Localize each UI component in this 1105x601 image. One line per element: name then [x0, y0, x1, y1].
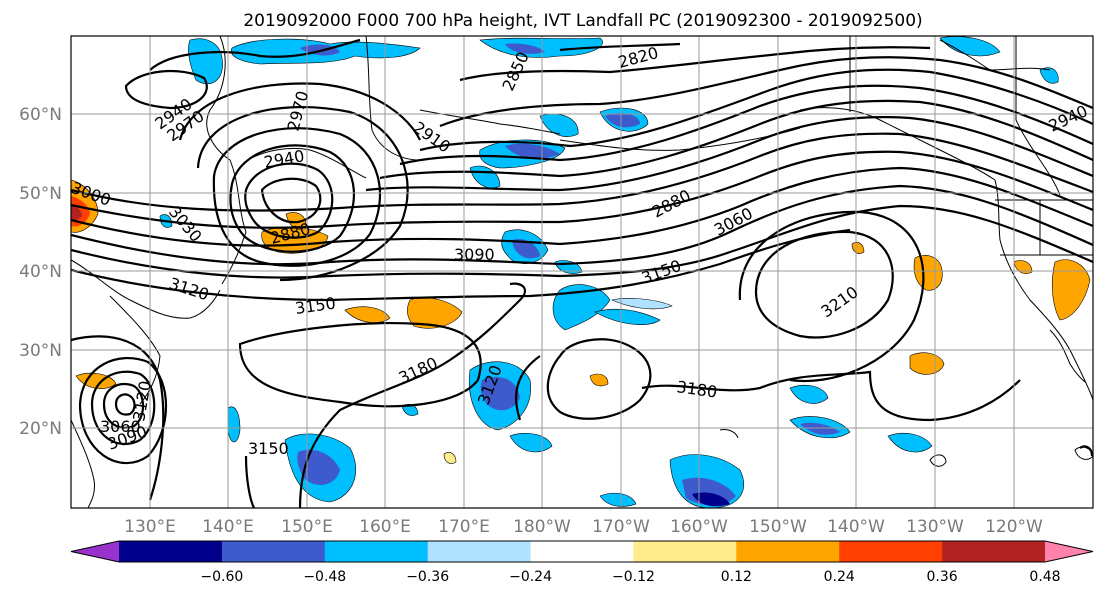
- colorbar-swatch: [530, 541, 634, 562]
- contour-labels: 2940 2970 2970 2910 2850 2820 2940 3000 …: [71, 43, 1091, 458]
- map-title: 2019092000 F000 700 hPa height, IVT Land…: [243, 11, 922, 31]
- lon-label: 120°W: [985, 517, 1043, 537]
- colorbar-extend-low: [71, 541, 119, 562]
- colorbar-swatch: [119, 541, 223, 562]
- colorbar-tick-label: 0.48: [1029, 569, 1060, 585]
- colorbar-extend-high: [1045, 541, 1093, 562]
- colorbar-outline: [70, 540, 1094, 563]
- colorbar-tick-label: −0.48: [303, 569, 346, 585]
- colorbar-swatch: [942, 541, 1046, 562]
- lon-label: 160°E: [359, 517, 411, 537]
- colorbar-tick-label: −0.24: [509, 569, 552, 585]
- colorbar-tick-label: 0.12: [721, 569, 752, 585]
- colorbar-tick-label: −0.12: [612, 569, 655, 585]
- colorbar-swatch: [633, 541, 737, 562]
- ivt-shading: [71, 36, 1091, 508]
- colorbar-tick-label: −0.36: [406, 569, 449, 585]
- lon-label: 150°W: [749, 517, 807, 537]
- colorbar-tick-label: 0.24: [824, 569, 855, 585]
- colorbar-tick-label: 0.36: [927, 569, 958, 585]
- lat-label: 50°N: [19, 184, 62, 204]
- graticule: [71, 36, 1093, 508]
- colorbar-swatch: [736, 541, 840, 562]
- lat-label: 40°N: [19, 262, 62, 282]
- height-contours: [71, 38, 1093, 508]
- contour-label: 3090: [454, 245, 495, 264]
- lat-label: 30°N: [19, 341, 62, 361]
- colorbar: −0.60 −0.48 −0.36 −0.24 −0.12 0.12 0.24 0.36 0.4…: [70, 540, 1094, 585]
- latitude-labels: 60°N 50°N 40°N 30°N 20°N: [19, 105, 62, 439]
- lon-label: 130°E: [124, 517, 176, 537]
- colorbar-tick-label: −0.60: [200, 569, 243, 585]
- lon-label: 170°W: [592, 517, 650, 537]
- colorbar-swatch: [839, 541, 943, 562]
- lon-label: 170°E: [438, 517, 490, 537]
- contour-label: 3060: [100, 417, 141, 436]
- colorbar-swatch: [324, 541, 429, 562]
- colorbar-swatch: [427, 541, 532, 562]
- contour-label: 3150: [248, 439, 289, 458]
- map-frame: [70, 35, 1094, 509]
- lat-label: 60°N: [19, 105, 62, 125]
- lon-label: 180°W: [513, 517, 571, 537]
- lat-label: 20°N: [19, 419, 62, 439]
- map-panel: 2940 2970 2970 2910 2850 2820 2940 3000 …: [70, 35, 1094, 509]
- lon-label: 140°E: [202, 517, 254, 537]
- lon-label: 160°W: [670, 517, 728, 537]
- lon-label: 140°W: [827, 517, 885, 537]
- lon-label: 130°W: [906, 517, 964, 537]
- longitude-labels: 130°E 140°E 150°E 160°E 170°E 180°W 170°…: [124, 517, 1043, 537]
- colorbar-swatch: [221, 541, 326, 562]
- lon-label: 150°E: [281, 517, 333, 537]
